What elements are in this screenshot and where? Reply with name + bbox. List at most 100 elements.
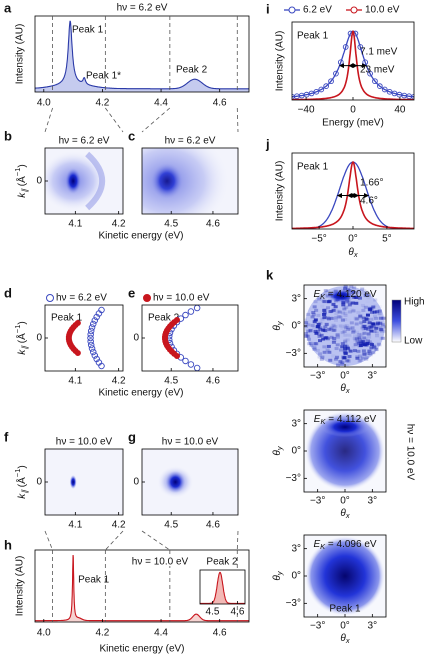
- colorbar-label: High: [404, 297, 425, 308]
- intensity-speckle: [328, 358, 333, 362]
- x-tick-label: 4.1: [68, 219, 82, 230]
- intensity-speckle: [341, 355, 346, 359]
- energy-label: EK = 4.120 eV: [313, 289, 376, 301]
- intensity-speckle: [361, 349, 366, 353]
- intensity-speckle: [354, 301, 359, 305]
- intensity-speckle: [340, 326, 345, 330]
- intensity-speckle: [355, 355, 360, 359]
- intensity-speckle: [327, 328, 332, 332]
- side-label: hν = 10.0 eV: [404, 424, 415, 481]
- intensity-speckle: [322, 345, 327, 349]
- profile-point: [328, 78, 334, 85]
- intensity-speckle: [347, 355, 352, 359]
- intensity-speckle: [323, 325, 328, 329]
- intensity-speckle: [354, 318, 359, 322]
- y-tick-label: 0°: [291, 321, 301, 332]
- intensity-speckle: [304, 334, 309, 338]
- label-part: θ: [272, 325, 283, 331]
- y-axis-label: Intensity (AU): [275, 161, 286, 222]
- intensity-speckle: [365, 341, 370, 345]
- intensity-speckle: [347, 319, 351, 322]
- x-tick-label: 4.5: [164, 376, 178, 387]
- intensity-speckle: [366, 300, 370, 303]
- y-axis-label: θy: [272, 445, 284, 455]
- intensity-speckle: [339, 362, 344, 366]
- intensity-speckle: [352, 286, 357, 290]
- intensity-speckle: [313, 347, 318, 351]
- intensity-speckle: [312, 345, 317, 349]
- intensity-speckle: [311, 313, 316, 317]
- y-axis-label: Intensity (AU): [275, 31, 286, 92]
- intensity-speckle: [360, 332, 365, 336]
- intensity-speckle: [336, 315, 341, 319]
- intensity-speckle: [344, 305, 349, 309]
- x-axis-label: θx: [340, 633, 349, 645]
- intensity-speckle: [316, 329, 321, 333]
- label-part: K: [320, 542, 326, 551]
- panel-title: hν = 6.2 eV: [165, 136, 216, 147]
- intensity-speckle: [352, 329, 357, 333]
- intensity-speckle: [338, 324, 343, 328]
- intensity-speckle: [362, 352, 367, 356]
- intensity-speckle: [329, 325, 334, 329]
- intensity-speckle: [312, 320, 317, 324]
- intensity-speckle: [380, 323, 385, 327]
- intensity-speckle: [304, 332, 308, 336]
- intensity-speckle: [381, 316, 386, 320]
- plot-area: [304, 535, 386, 617]
- intensity-speckle: [361, 327, 366, 331]
- intensity-speckle: [367, 335, 372, 339]
- label-part: (Å: [15, 333, 28, 346]
- intensity-speckle: [358, 354, 363, 358]
- intensity-speckle: [333, 324, 338, 328]
- intensity-speckle: [360, 356, 365, 360]
- intensity-speckle: [373, 298, 378, 302]
- intensity-speckle: [362, 319, 367, 323]
- dispersion-point: [87, 331, 94, 338]
- intensity-speckle: [321, 328, 326, 332]
- label-part: (Å: [15, 176, 28, 189]
- intensity-speckle: [343, 313, 348, 317]
- x-tick-label: 0°: [340, 371, 350, 382]
- intensity-speckle: [345, 359, 350, 363]
- x-tick-label: 4.2: [112, 376, 126, 387]
- intensity-speckle: [332, 325, 337, 329]
- label-part: K: [320, 417, 326, 426]
- x-tick-label: 40: [394, 105, 406, 116]
- intensity-speckle: [366, 339, 371, 343]
- intensity-speckle: [323, 336, 328, 340]
- spectrum-fill: [200, 572, 245, 604]
- intensity-speckle: [317, 297, 322, 301]
- dispersion-point: [88, 324, 96, 331]
- intensity-core: [65, 168, 82, 194]
- width-center: [351, 63, 355, 68]
- intensity-speckle: [322, 292, 327, 296]
- intensity-speckle: [308, 328, 313, 332]
- intensity-speckle: [369, 325, 374, 329]
- intensity-speckle: [356, 310, 361, 314]
- intensity-speckle: [356, 349, 361, 353]
- intensity-speckle: [360, 321, 365, 325]
- legend-marker: [143, 294, 151, 302]
- intensity-speckle: [308, 308, 312, 311]
- plot-area: [304, 285, 386, 367]
- x-tick-label: 4.5: [164, 520, 178, 531]
- dispersion-point: [91, 317, 99, 324]
- intensity-speckle: [325, 337, 330, 341]
- plot-area: [142, 148, 238, 214]
- panel-label: g: [128, 429, 136, 444]
- intensity-speckle: [332, 336, 337, 340]
- intensity-speckle: [361, 342, 366, 346]
- intensity-speckle: [310, 324, 315, 328]
- intensity-speckle: [351, 329, 356, 333]
- connector-line: [236, 530, 239, 551]
- intensity-speckle: [340, 345, 345, 349]
- intensity-speckle: [373, 314, 378, 318]
- intensity-speckle: [371, 321, 375, 324]
- intensity-speckle: [308, 341, 313, 345]
- intensity-speckle: [343, 285, 348, 289]
- intensity-disc: [305, 536, 385, 616]
- label-part: k: [17, 493, 28, 499]
- y-tick-label: −3°: [286, 473, 301, 484]
- intensity-speckle: [351, 345, 356, 349]
